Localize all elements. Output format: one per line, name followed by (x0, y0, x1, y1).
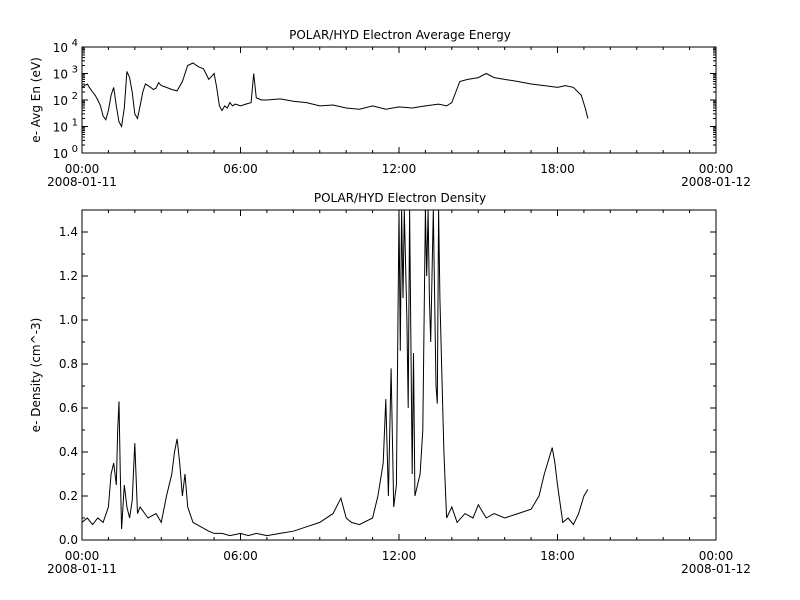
y-tick-base: 10 (53, 94, 68, 108)
y-tick-label: 0.4 (59, 445, 78, 459)
x-tick-date-label: 2008-01-11 (47, 562, 117, 576)
x-tick-date-label: 2008-01-12 (681, 562, 751, 576)
x-tick-label: 18:00 (540, 549, 575, 563)
density-series-line (81, 209, 589, 537)
y-tick-label: 0.8 (59, 357, 78, 371)
y-tick-label: 0.0 (59, 533, 78, 547)
x-tick-label: 00:00 (65, 549, 100, 563)
density-chart-title: POLAR/HYD Electron Density (314, 191, 486, 205)
y-tick-label: 10 (53, 121, 68, 135)
x-tick-label: 12:00 (382, 549, 417, 563)
x-tick-date-label: 2008-01-11 (47, 175, 117, 189)
y-tick-label: 0.2 (59, 489, 78, 503)
density-panel: POLAR/HYD Electron Density 0.00.20.40.60… (29, 191, 751, 576)
y-tick-base: 10 (53, 147, 68, 161)
y-tick-exponent: 1 (72, 118, 78, 129)
y-tick-base: 10 (53, 68, 68, 82)
density-x-ticks (81, 210, 717, 540)
y-tick-exponent: 3 (72, 65, 78, 76)
x-tick-label: 00:00 (65, 162, 100, 176)
energy-y-axis-label: e- Avg En (eV) (29, 57, 43, 143)
x-tick-label: 06:00 (223, 162, 258, 176)
y-tick-label: 0.6 (59, 401, 78, 415)
energy-x-ticks (81, 47, 717, 153)
y-tick-label: 1.0 (59, 313, 78, 327)
y-tick-label: 10 (53, 41, 68, 55)
energy-series-line (81, 62, 589, 129)
y-tick-exponent: 4 (72, 38, 78, 49)
x-tick-label: 12:00 (382, 162, 417, 176)
x-tick-label: 00:00 (699, 549, 734, 563)
y-tick-exponent: 2 (72, 91, 78, 102)
energy-chart-title: POLAR/HYD Electron Average Energy (289, 28, 511, 42)
y-tick-label: 10 (53, 94, 68, 108)
y-tick-exponent: 0 (72, 144, 78, 155)
energy-y-ticks: 10 0 10 1 10 2 10 3 10 4 (53, 38, 716, 161)
x-tick-label: 00:00 (699, 162, 734, 176)
density-y-ticks: 0.0 0.2 0.4 0.6 0.8 1.0 1.2 1.4 (59, 225, 716, 547)
y-tick-base: 10 (53, 41, 68, 55)
y-tick-base: 10 (53, 121, 68, 135)
x-tick-date-label: 2008-01-12 (681, 175, 751, 189)
density-y-axis-label: e- Density (cm^-3) (29, 318, 43, 433)
y-tick-label: 10 (53, 147, 68, 161)
energy-plot-frame (81, 46, 717, 154)
x-tick-label: 18:00 (540, 162, 575, 176)
y-tick-label: 10 (53, 68, 68, 82)
x-tick-label: 06:00 (223, 549, 258, 563)
y-tick-label: 1.4 (59, 225, 78, 239)
y-tick-label: 1.2 (59, 269, 78, 283)
